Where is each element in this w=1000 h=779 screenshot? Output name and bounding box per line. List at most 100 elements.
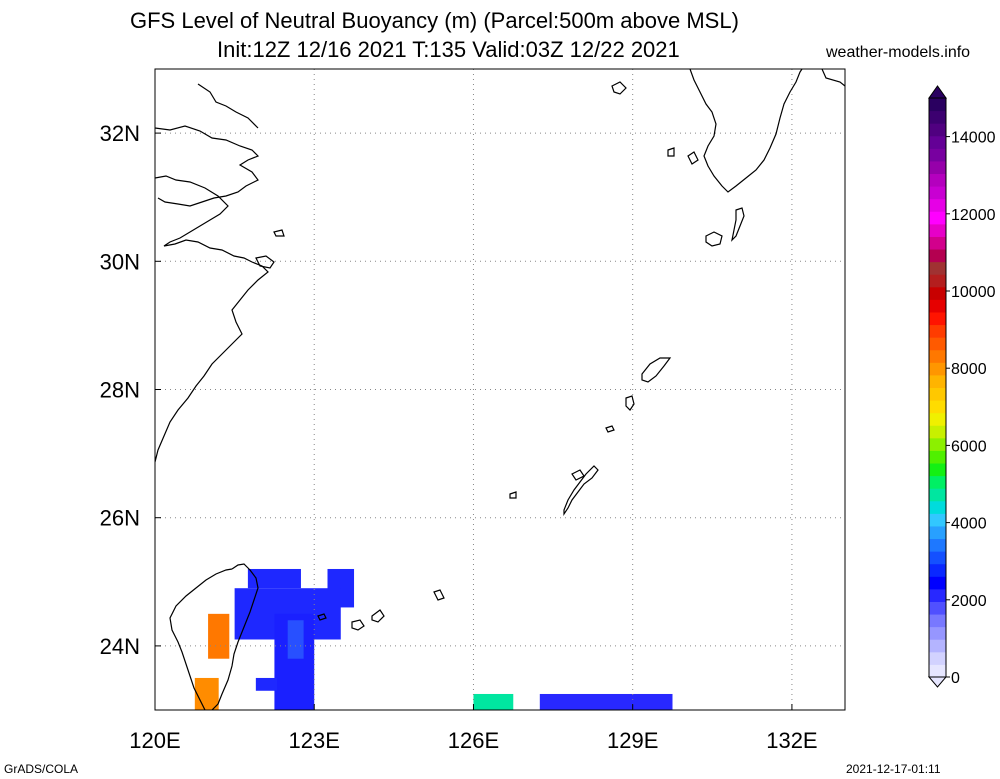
island-yonaguni: [317, 613, 327, 621]
colorbar-swatch: [929, 425, 946, 439]
coastline-kyushu: [689, 69, 845, 193]
colorbar-swatch: [929, 286, 946, 300]
colorbar-swatch: [929, 274, 946, 288]
footer-software-label: GrADS/COLA: [4, 762, 79, 776]
buoyancy-cell: [247, 568, 301, 589]
colorbar-swatch: [929, 123, 946, 137]
island-amami: [641, 357, 672, 383]
chart-title-line2: Init:12Z 12/16 2021 T:135 Valid:03Z 12/2…: [217, 37, 680, 62]
colorbar: 0 2000 4000 6000 8000 10000 12000 14000: [927, 85, 996, 688]
coastline-china: [155, 83, 269, 463]
colorbar-label: 0: [951, 670, 960, 687]
colorbar-swatch: [929, 639, 946, 653]
island-miyako: [433, 589, 445, 601]
grid-lines: [154, 69, 845, 710]
coastline-taiwan: [169, 563, 259, 710]
colorbar-swatch: [929, 626, 946, 640]
colorbar-swatch: [929, 500, 946, 514]
colorbar-swatch: [929, 437, 946, 451]
island-okinawa: [563, 465, 599, 516]
map-axes: 120E 123E 126E 129E 132E 24N 26N 28N 30N 32N: [100, 121, 818, 753]
colorbar-max-arrow: [928, 85, 947, 99]
colorbar-swatch: [929, 261, 946, 275]
colorbar-swatch: [929, 110, 946, 124]
colorbar-swatch: [929, 236, 946, 250]
colorbar-label: 6000: [951, 438, 987, 455]
colorbar-label: 4000: [951, 516, 987, 533]
y-tick-label: 28N: [100, 378, 140, 403]
x-tick-label: 132E: [766, 728, 817, 753]
colorbar-swatch: [929, 374, 946, 388]
colorbar-min-arrow: [927, 676, 948, 688]
island-tanegashima: [731, 207, 745, 242]
colorbar-swatch: [929, 463, 946, 477]
colorbar-swatch: [929, 186, 946, 200]
colorbar-swatch: [929, 475, 946, 489]
buoyancy-field: [194, 568, 673, 710]
y-tick-label: 30N: [100, 249, 140, 274]
colorbar-swatch: [929, 148, 946, 162]
x-tick-label: 129E: [607, 728, 658, 753]
colorbar-swatch: [929, 362, 946, 376]
island-kumejima: [509, 491, 517, 499]
buoyancy-cell: [255, 677, 278, 691]
chart-title-line1: GFS Level of Neutral Buoyancy (m) (Parce…: [130, 8, 739, 33]
colorbar-swatch: [929, 135, 946, 149]
colorbar-swatch: [929, 324, 946, 338]
colorbar-swatch: [929, 223, 946, 237]
island-goto: [611, 81, 699, 165]
colorbar-swatch: [929, 563, 946, 577]
colorbar-swatch: [929, 513, 946, 527]
colorbar-swatch: [929, 249, 946, 263]
colorbar-swatch: [929, 349, 946, 363]
colorbar-swatch: [929, 337, 946, 351]
colorbar-swatch: [929, 387, 946, 401]
colorbar-swatch: [929, 664, 946, 678]
colorbar-swatch: [929, 198, 946, 212]
colorbar-swatch: [929, 98, 946, 112]
colorbar-swatch: [929, 551, 946, 565]
footer-timestamp: 2021-12-17-01:11: [846, 762, 941, 776]
colorbar-label: 14000: [951, 130, 996, 147]
colorbar-swatch: [929, 311, 946, 326]
y-tick-label: 26N: [100, 506, 140, 531]
buoyancy-cell: [287, 620, 304, 659]
buoyancy-cell: [473, 693, 514, 710]
colorbar-label: 10000: [951, 284, 996, 301]
colorbar-label: 2000: [951, 593, 987, 610]
island-zhoushan: [255, 229, 285, 269]
colorbar-swatch: [929, 400, 946, 414]
colorbar-swatch: [929, 576, 946, 590]
colorbar-swatch: [929, 211, 946, 225]
colorbar-swatch: [929, 651, 946, 665]
colorbar-label: 12000: [951, 207, 996, 224]
colorbar-swatch: [929, 412, 946, 426]
credit-label: weather-models.info: [826, 44, 971, 61]
colorbar-swatch: [929, 450, 946, 464]
x-tick-label: 123E: [289, 728, 340, 753]
colorbar-swatch: [929, 488, 946, 502]
island-ishigaki: [351, 609, 385, 631]
island-yakushima: [705, 231, 723, 247]
buoyancy-cell: [539, 693, 673, 710]
colorbar-frame: [928, 97, 947, 678]
buoyancy-cell: [208, 613, 230, 659]
y-tick-label: 24N: [100, 634, 140, 659]
coastlines: [155, 69, 845, 710]
colorbar-swatch: [929, 538, 946, 552]
buoyancy-cell: [194, 677, 219, 710]
x-tick-label: 120E: [129, 728, 180, 753]
colorbar-swatch: [929, 588, 946, 602]
island-tokunoshima: [625, 395, 635, 411]
colorbar-swatch: [929, 525, 946, 540]
colorbar-swatch: [929, 614, 946, 628]
colorbar-swatch: [929, 601, 946, 615]
x-tick-label: 126E: [448, 728, 499, 753]
island-okinoerabu: [605, 425, 615, 433]
colorbar-swatch: [929, 299, 946, 313]
colorbar-label: 8000: [951, 361, 987, 378]
colorbar-swatch: [929, 173, 946, 187]
colorbar-swatch: [929, 160, 946, 175]
